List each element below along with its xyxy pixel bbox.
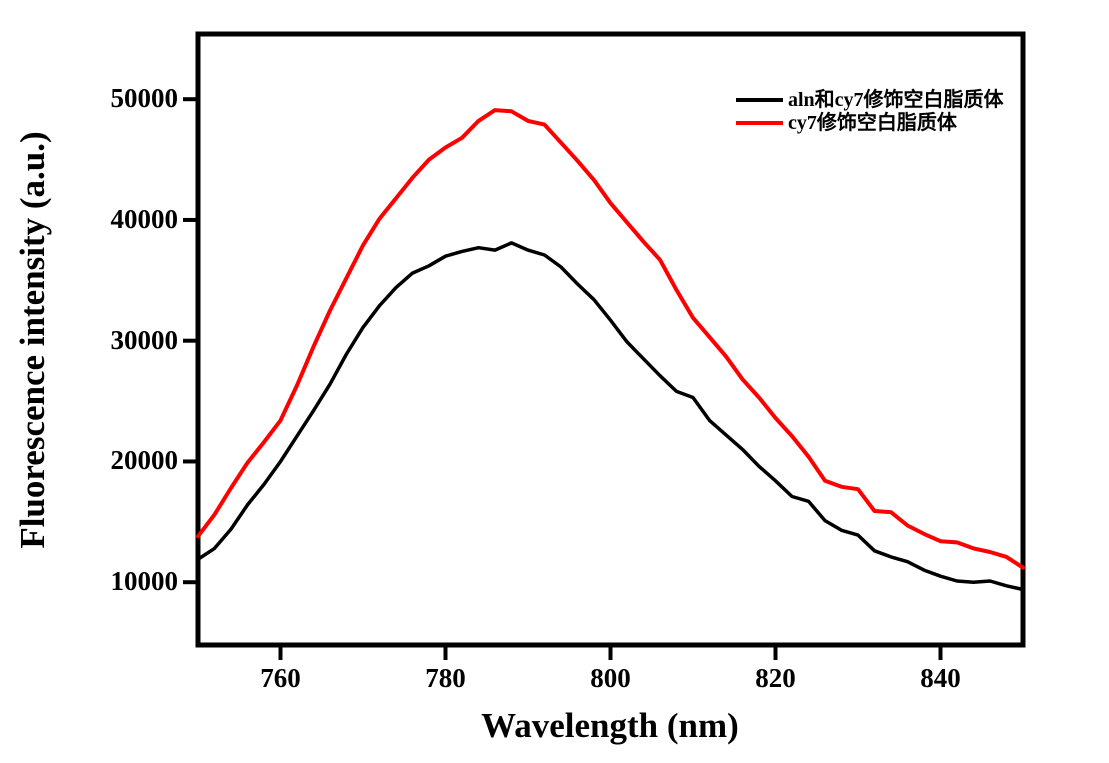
legend-line-sample-red (736, 120, 783, 125)
x-tick-label: 820 (755, 663, 796, 693)
series-line-1 (196, 108, 1025, 570)
series-line-0 (196, 241, 1025, 592)
x-tick-label: 760 (260, 663, 301, 693)
x-axis-title: Wavelength (nm) (481, 706, 739, 745)
legend-label: cy7修饰空白脂质体 (788, 111, 957, 134)
y-tick-label: 40000 (110, 203, 179, 234)
y-tick-label: 10000 (110, 566, 179, 597)
x-tick-label: 780 (425, 663, 466, 693)
legend-label: aln和cy7修饰空白脂质体 (788, 88, 1004, 111)
y-tick-label: 20000 (110, 445, 179, 476)
x-tick-label: 800 (590, 663, 631, 693)
legend-item: aln和cy7修饰空白脂质体 (736, 88, 1004, 111)
legend-line-sample-black (736, 97, 783, 102)
legend-item: cy7修饰空白脂质体 (736, 111, 1004, 134)
y-tick-label: 50000 (110, 83, 179, 114)
legend: aln和cy7修饰空白脂质体 cy7修饰空白脂质体 (736, 88, 1004, 134)
plot-frame (195, 31, 1026, 648)
x-tick-label: 840 (920, 663, 961, 693)
y-tick-label: 30000 (110, 324, 179, 355)
